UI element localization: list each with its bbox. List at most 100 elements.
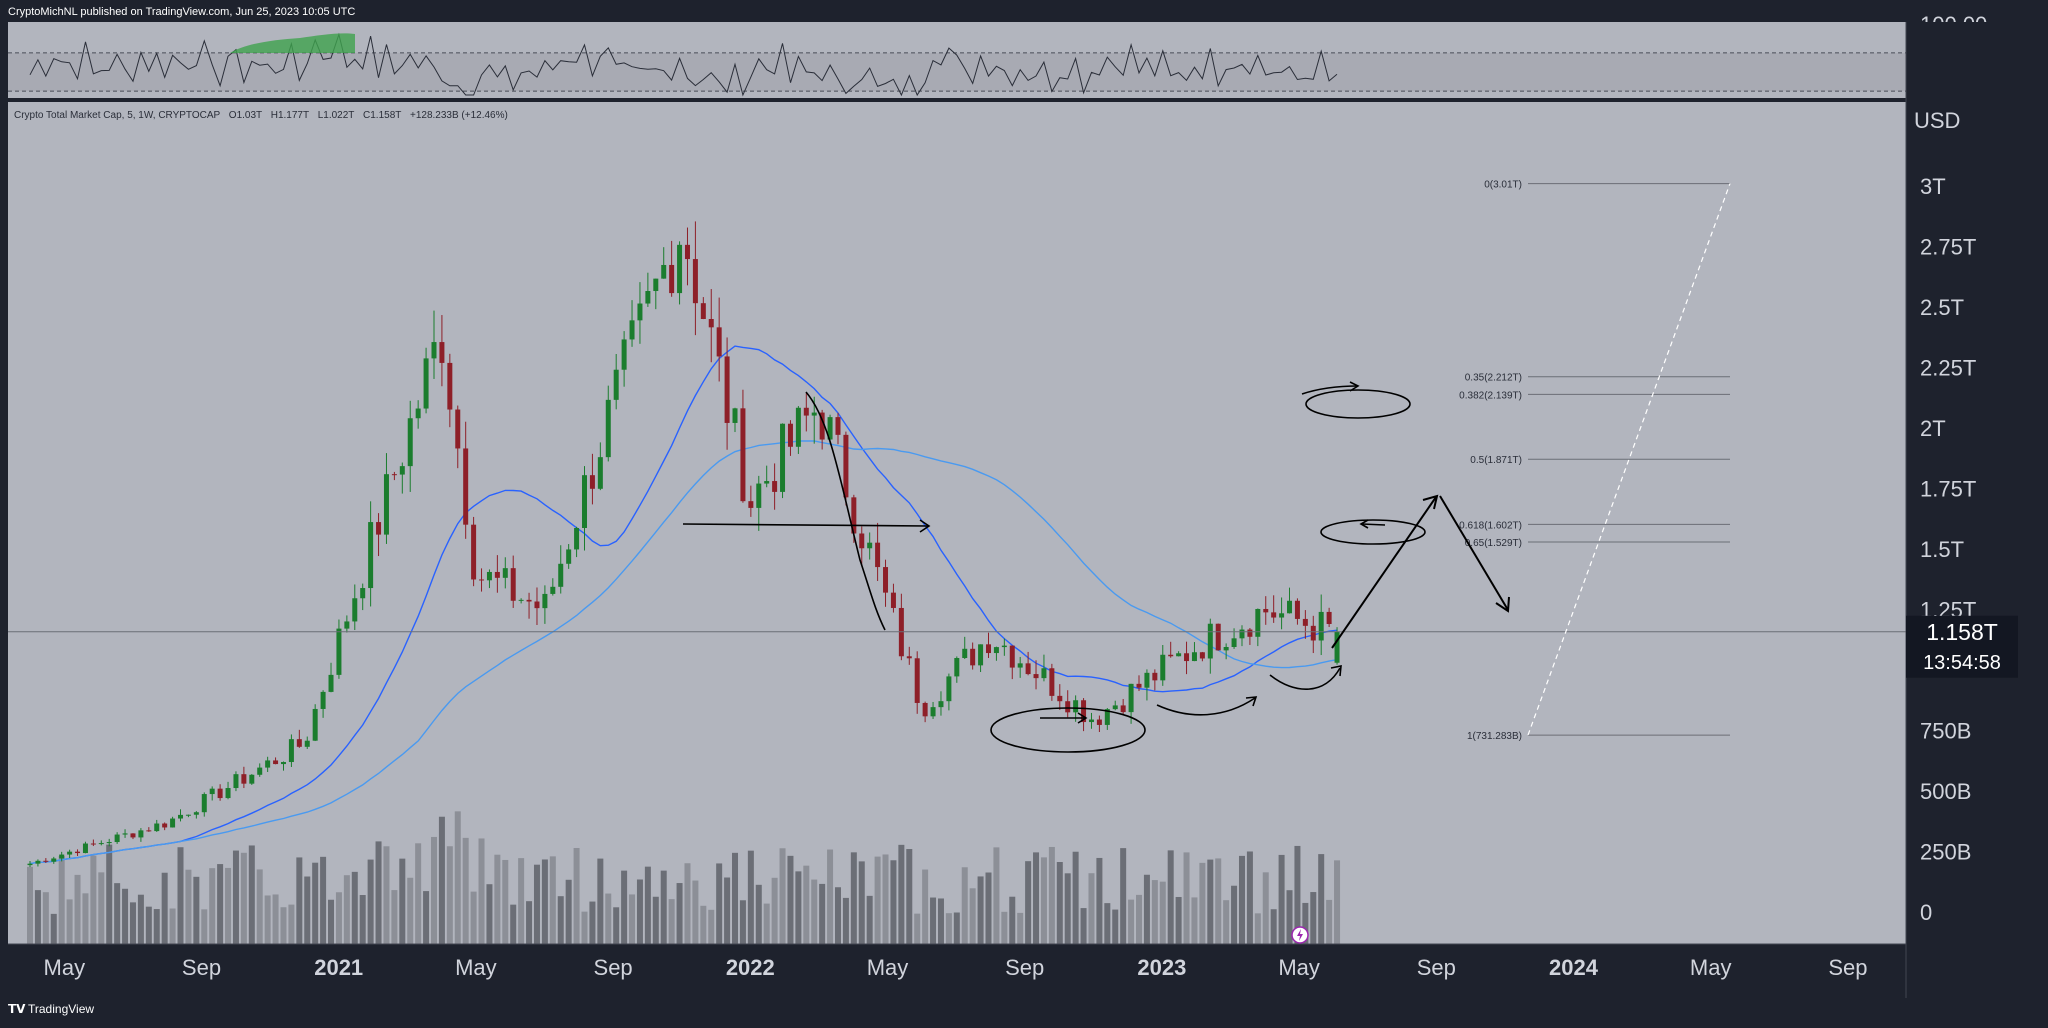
candle-body (463, 448, 469, 525)
volume-bar (842, 897, 849, 944)
annotation-left-mark (1361, 523, 1386, 526)
volume-bar (248, 845, 255, 944)
candle-body (669, 264, 675, 294)
candle-body (27, 863, 33, 866)
candle-body (1207, 623, 1213, 659)
volume-bar (217, 864, 224, 944)
candle-body (241, 774, 247, 784)
time-axis-ticks[interactable]: May Sep 2021 May Sep 2022 May Sep 2023 May Sep 2024… (44, 955, 1868, 980)
volume-bar (1246, 851, 1253, 944)
fib-retracement[interactable]: 0(3.01T) 0.35(2.212T) 0.382(2.139T) 0.5(1.8… (1459, 180, 1731, 743)
volume-bar (383, 846, 390, 944)
candles[interactable] (27, 221, 1340, 868)
candle-body (1168, 654, 1174, 657)
volume-bar (1278, 854, 1285, 944)
tradingview-logo[interactable]: 𝗧𝗩 TradingView (8, 1002, 94, 1016)
tradingview-brand: TradingView (28, 1002, 94, 1016)
time-tick-label: May (1690, 955, 1732, 980)
annotation-horizontal-arrow[interactable] (682, 523, 929, 527)
candle-body (582, 475, 588, 528)
volume-bar (359, 895, 366, 944)
current-price-label: 1.158T (1926, 619, 1998, 645)
volume-bar (795, 871, 802, 944)
volume-bar (42, 892, 49, 944)
candle-body (130, 833, 136, 838)
volume-bar (819, 883, 826, 944)
candle-body (1318, 611, 1324, 641)
volume-bar (351, 871, 358, 944)
candle-body (273, 760, 279, 765)
candle-body (978, 644, 984, 666)
volume-bar (169, 908, 176, 944)
candle-body (288, 739, 294, 763)
candle-body (629, 320, 635, 340)
projection-up-arrow[interactable] (1331, 496, 1437, 649)
annotation-ellipse-fib-618[interactable] (1320, 519, 1426, 545)
annotation-small-arrowhead (1077, 712, 1088, 724)
volume-bar (1151, 880, 1158, 944)
annotation-ellipse-fib-035[interactable] (1305, 389, 1411, 419)
candle-body (368, 522, 374, 589)
candle-body (1017, 663, 1023, 668)
volume-bar (66, 899, 73, 944)
volume-bar (866, 895, 873, 944)
volume-bar (644, 866, 651, 944)
legend-open: O1.03T (229, 110, 262, 121)
volume-bar (1223, 900, 1230, 944)
candle-body (154, 823, 160, 832)
price-axis-ticks: 3T2.75T2.5T2.25T2T1.75T1.5T1.25T750B500B… (1920, 174, 1976, 925)
candle-body (185, 814, 191, 816)
volume-bar (201, 909, 208, 944)
annotation-curve-arrow-1[interactable] (1156, 697, 1256, 716)
candle-body (439, 342, 445, 363)
annotation-ellipse-bottom[interactable] (990, 707, 1146, 753)
volume-bar (1017, 912, 1024, 944)
candle-body (1088, 719, 1094, 723)
volume-bar (898, 844, 905, 944)
candle-body (1191, 652, 1197, 662)
drawing-annotations[interactable] (682, 381, 1510, 753)
legend-change: +128.233B (+12.46%) (410, 110, 508, 121)
candle-body (170, 818, 176, 828)
volume-bar (660, 870, 667, 944)
volume-bar (1033, 852, 1040, 944)
lightning-icon[interactable] (1291, 926, 1309, 944)
legend-low: L1.022T (318, 110, 355, 121)
candle-body (1049, 668, 1055, 696)
volume-bar (827, 849, 834, 944)
volume-bar (502, 859, 509, 944)
candle-body (867, 542, 873, 549)
candle-body (542, 593, 548, 609)
candle-body (1223, 646, 1229, 651)
candle-body (946, 676, 952, 702)
time-tick-label: May (44, 955, 86, 980)
candle-body (1152, 672, 1158, 681)
symbol-legend: Crypto Total Market Cap, 5, 1W, CRYPTOCA… (14, 110, 508, 121)
candle-body (1096, 719, 1102, 725)
candle-body (724, 356, 730, 423)
candle-body (510, 568, 516, 601)
volume-bar (1143, 874, 1150, 944)
price-axis[interactable] (1906, 22, 2048, 998)
annotation-decline-curve[interactable] (805, 391, 886, 631)
candle-body (35, 860, 41, 864)
volume-bar (1231, 885, 1238, 944)
volume-bar (90, 855, 97, 944)
candle-body (1294, 600, 1300, 619)
projection-down-arrow[interactable] (1439, 495, 1509, 611)
annotation-arrowhead-right (919, 519, 931, 533)
candle-body (708, 319, 714, 328)
candle-body (890, 592, 896, 608)
candle-body (740, 408, 746, 502)
candle-body (1057, 695, 1063, 702)
volume-bar (787, 855, 794, 944)
candle-body (1184, 653, 1190, 662)
candle-body (431, 342, 437, 359)
price-tick-label: 2.75T (1920, 235, 1976, 260)
candle-body (1279, 613, 1285, 618)
candle-body (1231, 638, 1237, 647)
time-tick-label: May (1278, 955, 1320, 980)
annotation-curve-arrow-2[interactable] (1269, 667, 1341, 690)
